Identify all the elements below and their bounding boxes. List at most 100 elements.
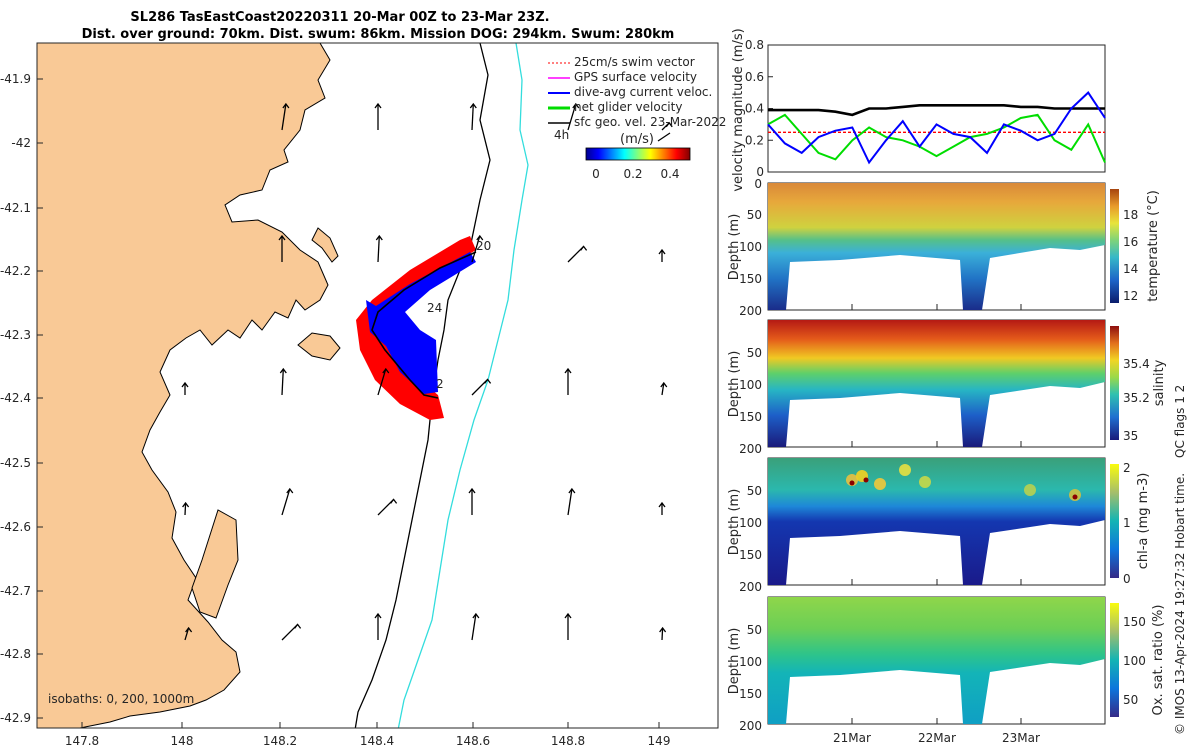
oxygen-depth-tick-100: 100: [739, 655, 762, 669]
geo-arrow-head: [375, 234, 383, 241]
track-label-start: 20: [476, 239, 491, 253]
geo-arrow-shaft: [377, 368, 387, 396]
geo-arrow-head: [279, 367, 287, 374]
salinity-field: [768, 320, 1105, 447]
salinity-cbar-tick-0: 35.4: [1123, 357, 1150, 371]
chla-patch: [899, 464, 911, 476]
geo-arrow-head: [476, 234, 484, 241]
temperature-field: [768, 183, 1105, 310]
colorbar-tick-1: 0.2: [623, 167, 642, 181]
salinity-cbar-tick-2: 35: [1123, 429, 1138, 443]
legend-arrow-icon: [657, 132, 671, 142]
section-panels: 18 16 14 12 temperature (°C) 0 50 100 15…: [727, 177, 1167, 733]
map-panel: 147.8 148 148.2 148.4 148.6 148.8 149 -41.9 -42…: [0, 42, 726, 748]
geo-arrow-head: [568, 487, 576, 494]
legend-gps-label: GPS surface velocity: [574, 70, 697, 84]
geo-arrow-shaft: [184, 502, 187, 516]
lat-tick-label: -42.6: [0, 520, 31, 534]
geo-arrow-head: [374, 102, 382, 109]
salinity-section: 35.4 35.2 35 salinity 50 100 150 200 Dep…: [727, 319, 1167, 456]
oxygen-section: 150 100 50 Ox. sat. ratio (%) 50 100 150…: [727, 596, 1166, 733]
lat-tick-label: -41.9: [0, 72, 31, 86]
chla-cbar-tick-2: 0: [1123, 572, 1131, 586]
salinity-depth-tick-150: 150: [739, 410, 762, 424]
geo-arrow-head: [659, 626, 667, 633]
geo-arrow-shaft: [567, 488, 573, 516]
temperature-cbar-tick-3: 12: [1123, 289, 1138, 303]
chla-high-patches: [846, 464, 1081, 501]
legend-geo-label: sfc geo. vel. 23-Mar-2022: [574, 115, 726, 129]
chla-cbar-label: chl-a (mg m-3): [1136, 473, 1151, 570]
colorbar-tick-2: 0.4: [660, 167, 679, 181]
geo-arrow-shaft: [377, 235, 380, 263]
speed-colorbar: [585, 147, 691, 161]
lat-tick-label: -42: [11, 136, 31, 150]
legend-4h-label: 4h: [554, 128, 569, 142]
lat-tick-label: -42.3: [0, 328, 31, 342]
lat-tick-label: -42.1: [0, 201, 31, 215]
salinity-cbar-label: salinity: [1152, 359, 1167, 406]
geo-arrow-head: [374, 612, 382, 619]
legend-net-label: net glider velocity: [574, 100, 682, 114]
temperature-colorbar: [1110, 189, 1119, 303]
maria-island: [297, 332, 341, 361]
oxygen-colorbar: [1110, 603, 1119, 717]
temperature-depth-tick-50: 50: [747, 208, 762, 222]
vel-tick-label: 0.4: [745, 102, 764, 116]
vel-tick-label: 0.8: [745, 38, 764, 52]
map-legend: 25cm/s swim vector GPS surface velocity …: [548, 55, 726, 181]
chla-cbar-tick-0: 2: [1123, 461, 1131, 475]
geo-arrow-head: [564, 367, 572, 374]
lat-tick-label: -42.8: [0, 647, 31, 661]
temperature-depth-tick-150: 150: [739, 272, 762, 286]
geo-arrow-head: [660, 381, 668, 388]
geo-arrow-head: [185, 626, 193, 633]
figure-title-line2: Dist. over ground: 70km. Dist. swum: 86k…: [82, 27, 675, 42]
geo-arrow-head: [665, 121, 673, 128]
chla-patch: [846, 474, 858, 486]
lon-tick-label: 148.2: [263, 734, 297, 748]
geo-arrow-head: [564, 612, 572, 619]
temperature-cbar-tick-2: 14: [1123, 262, 1138, 276]
qc-flags-label: QC flags 1 2: [1173, 385, 1187, 458]
geo-arrow-shaft: [661, 627, 664, 641]
chla-depth-tick-50: 50: [747, 484, 762, 498]
chla-patch: [919, 476, 931, 488]
lon-tick-label: 149: [648, 734, 671, 748]
chla-field: [768, 458, 1105, 585]
time-tick-22mar: 22Mar: [918, 731, 956, 745]
temperature-depth-tick-200: 200: [739, 304, 762, 318]
geo-arrow-shaft: [471, 613, 477, 641]
salinity-depth-tick-200: 200: [739, 442, 762, 456]
chla-max-dot: [849, 480, 855, 486]
geo-arrow-head: [658, 248, 666, 255]
temperature-cbar-label: temperature (°C): [1146, 190, 1161, 302]
chla-depth-tick-100: 100: [739, 516, 762, 530]
oxygen-depth-tick-200: 200: [739, 719, 762, 733]
geo-arrow-shaft: [281, 368, 284, 396]
swim-vector-swath: [356, 236, 476, 420]
lat-tick-label: -42.5: [0, 456, 31, 470]
lon-tick-label: 147.8: [65, 734, 99, 748]
geo-arrow-head: [469, 102, 477, 109]
lat-tick-label: -42.9: [0, 711, 31, 725]
velocity-series: [767, 91, 1106, 165]
geo-arrow-head: [572, 102, 580, 109]
oxygen-cbar-tick-0: 150: [1123, 615, 1146, 629]
glider-track-vectors: [356, 236, 477, 420]
geo-arrow-head: [278, 234, 286, 241]
geo-arrow-head: [282, 102, 290, 109]
geo-arrow-head: [484, 378, 492, 384]
chla-depth-tick-200: 200: [739, 580, 762, 594]
lon-tick-label: 148.8: [551, 734, 585, 748]
geo-arrow-head: [286, 487, 294, 494]
colorbar-tick-0: 0: [592, 167, 600, 181]
geo-arrow-head: [580, 245, 588, 251]
geo-arrow-head: [390, 498, 398, 504]
velocity-panel: 0.8 0.6 0.4 0.2 0 velocity magnitude (m/s): [731, 28, 1106, 192]
lon-tick-label: 148.4: [360, 734, 394, 748]
chla-max-dot: [863, 477, 869, 483]
freycinet-peninsula: [311, 227, 339, 263]
lon-tick-label: 148: [171, 734, 194, 748]
geo-arrow-shaft: [661, 382, 665, 396]
